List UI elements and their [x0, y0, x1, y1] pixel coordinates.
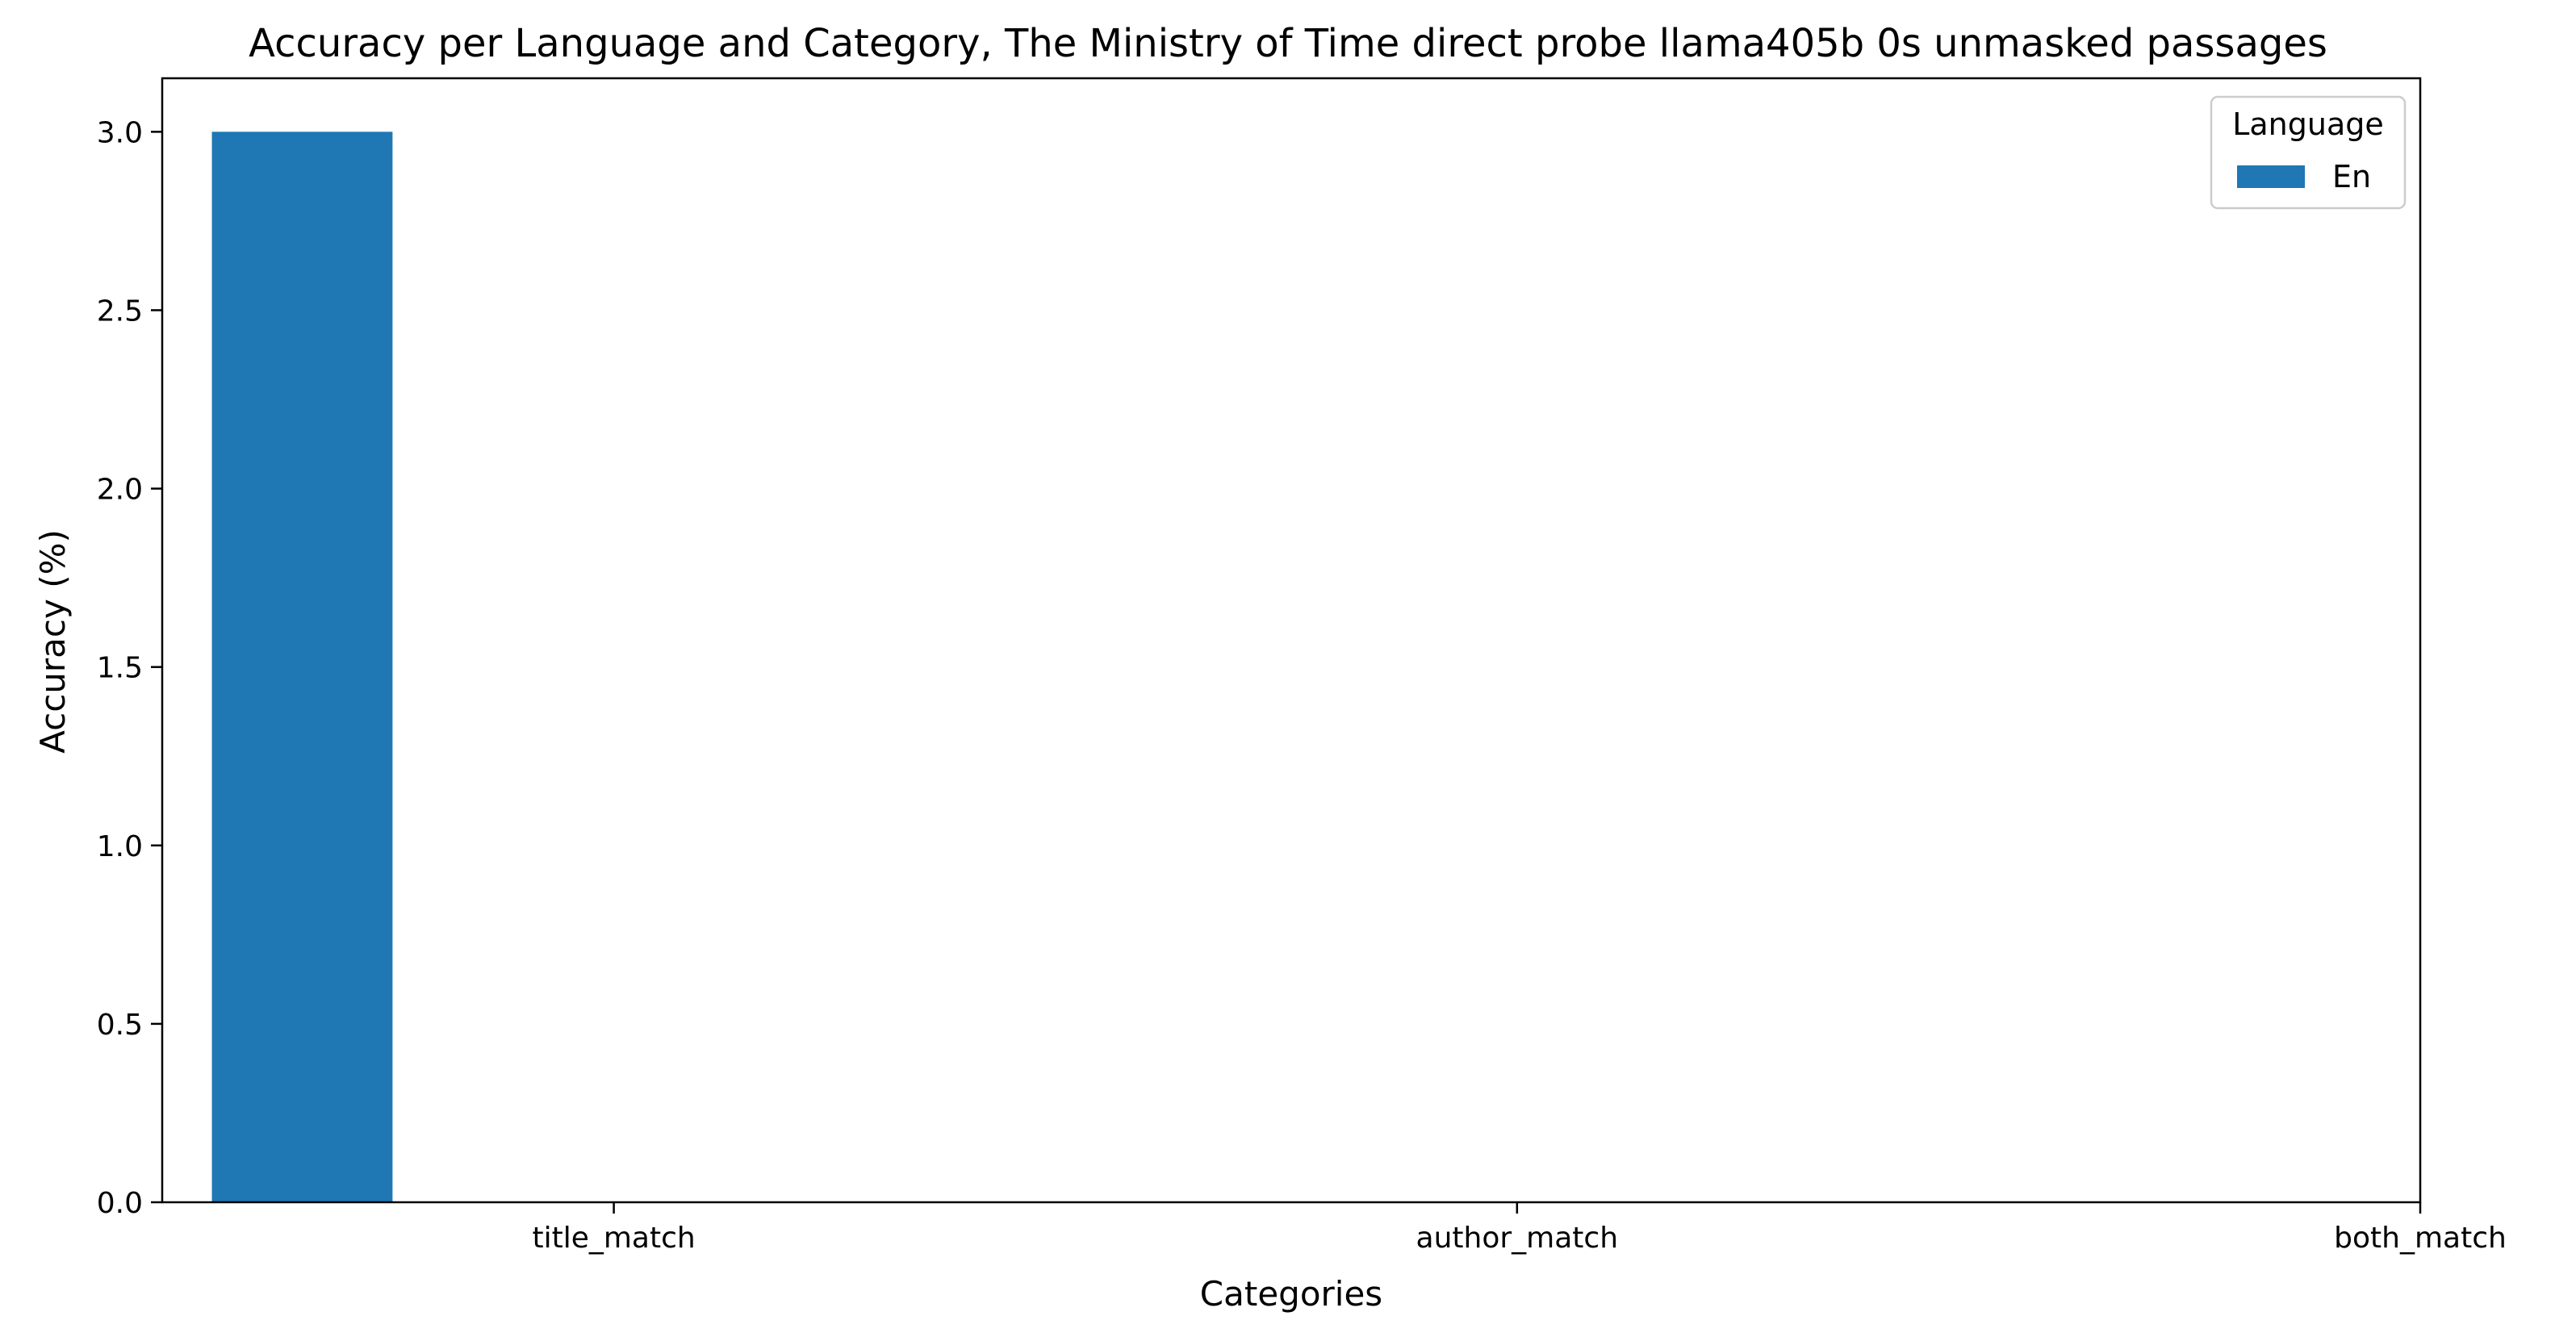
bar-En-title_match [211, 132, 393, 1202]
chart-title: Accuracy per Language and Category, The … [249, 21, 2327, 66]
y-tick-label: 0.5 [97, 1009, 143, 1042]
x-tick-label: title_match [532, 1222, 695, 1255]
y-tick-label: 2.0 [97, 474, 143, 507]
y-tick-label: 1.5 [97, 652, 143, 685]
y-tick-label: 0.0 [97, 1187, 143, 1220]
x-axis-label: Categories [1200, 1274, 1382, 1314]
legend-items: En [2237, 159, 2371, 194]
plot-frame [161, 77, 2422, 1204]
x-axis: title_match author_match both_match [532, 1202, 2507, 1255]
y-axis: 0.0 0.5 1.0 1.5 2.0 2.5 3.0 [97, 116, 162, 1220]
y-axis-label: Accuracy (%) [33, 529, 73, 754]
legend: Language En [2210, 95, 2407, 210]
x-tick-label: author_match [1416, 1222, 1619, 1255]
plot-area [211, 132, 393, 1202]
y-tick-label: 1.0 [97, 830, 143, 863]
legend-swatch-En [2237, 165, 2305, 188]
legend-title: Language [2232, 107, 2384, 142]
y-tick-label: 3.0 [97, 116, 143, 149]
x-tick-label: both_match [2334, 1222, 2507, 1255]
y-tick-label: 2.5 [97, 295, 143, 328]
legend-label-En: En [2332, 159, 2371, 194]
